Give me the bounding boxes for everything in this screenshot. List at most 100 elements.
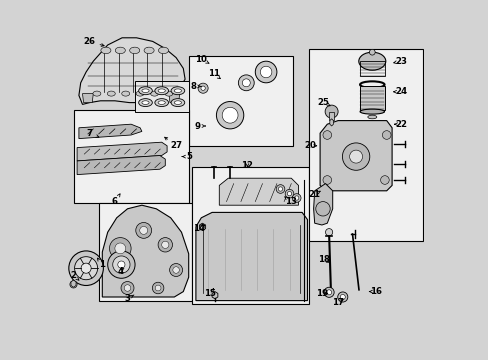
Circle shape [382, 131, 390, 139]
Circle shape [115, 243, 125, 254]
Polygon shape [79, 124, 142, 139]
Circle shape [322, 131, 331, 139]
Circle shape [260, 66, 271, 78]
Ellipse shape [174, 89, 181, 93]
Text: 22: 22 [394, 120, 407, 129]
Polygon shape [196, 212, 307, 301]
Text: 9: 9 [194, 122, 200, 131]
Ellipse shape [129, 47, 140, 54]
Text: 19: 19 [315, 289, 327, 298]
Ellipse shape [158, 101, 165, 104]
Circle shape [315, 202, 329, 216]
Circle shape [292, 194, 301, 202]
Text: 1: 1 [99, 260, 105, 269]
Circle shape [124, 285, 130, 291]
Ellipse shape [358, 52, 385, 70]
Polygon shape [79, 38, 185, 104]
Circle shape [337, 292, 347, 302]
Bar [309, 49, 422, 241]
Circle shape [242, 79, 250, 87]
Polygon shape [328, 112, 333, 120]
Bar [188, 56, 292, 146]
Bar [73, 110, 188, 203]
Bar [359, 61, 384, 76]
Circle shape [294, 196, 298, 200]
Text: 24: 24 [394, 87, 407, 96]
Text: 14: 14 [193, 224, 205, 233]
Circle shape [340, 294, 345, 300]
Circle shape [113, 256, 130, 273]
Text: 16: 16 [369, 287, 381, 296]
Ellipse shape [158, 47, 168, 54]
Text: 18: 18 [317, 255, 329, 264]
Circle shape [118, 261, 125, 268]
Ellipse shape [171, 99, 184, 107]
Circle shape [342, 143, 369, 170]
Circle shape [81, 263, 91, 273]
Circle shape [276, 185, 284, 193]
Text: 15: 15 [204, 289, 216, 298]
Circle shape [69, 251, 103, 285]
Ellipse shape [136, 91, 144, 96]
Text: 23: 23 [394, 57, 407, 66]
Text: 7: 7 [86, 129, 93, 138]
Circle shape [285, 189, 293, 198]
Ellipse shape [93, 91, 101, 96]
Ellipse shape [115, 47, 125, 54]
Bar [359, 86, 384, 110]
Circle shape [325, 105, 337, 118]
Ellipse shape [144, 47, 154, 54]
Text: 25: 25 [317, 98, 329, 107]
Ellipse shape [174, 101, 181, 104]
Circle shape [200, 225, 204, 229]
Ellipse shape [359, 109, 384, 114]
Circle shape [70, 281, 77, 288]
Circle shape [121, 282, 134, 294]
Ellipse shape [107, 91, 115, 96]
Polygon shape [102, 205, 188, 297]
Circle shape [368, 49, 374, 55]
Polygon shape [320, 121, 391, 191]
Polygon shape [219, 178, 298, 205]
Circle shape [169, 264, 182, 276]
Text: 8: 8 [190, 82, 196, 91]
Polygon shape [212, 292, 218, 299]
Ellipse shape [155, 99, 168, 107]
Text: 2: 2 [70, 271, 76, 280]
Text: 27: 27 [170, 141, 182, 150]
Ellipse shape [139, 87, 152, 95]
Text: 21: 21 [308, 190, 320, 199]
Circle shape [162, 241, 168, 248]
Text: 26: 26 [83, 37, 95, 46]
Circle shape [198, 83, 208, 93]
Circle shape [238, 75, 254, 91]
Circle shape [325, 229, 332, 236]
Circle shape [107, 251, 135, 278]
Circle shape [326, 290, 331, 295]
Circle shape [75, 257, 98, 280]
Circle shape [172, 267, 179, 273]
Circle shape [152, 282, 163, 294]
Polygon shape [168, 94, 179, 103]
Polygon shape [199, 223, 205, 230]
Ellipse shape [158, 89, 165, 93]
Ellipse shape [139, 99, 152, 107]
Circle shape [216, 102, 244, 129]
Text: 11: 11 [207, 69, 220, 78]
Ellipse shape [171, 87, 184, 95]
Circle shape [349, 150, 362, 163]
Circle shape [322, 176, 331, 184]
Ellipse shape [101, 47, 111, 54]
Ellipse shape [142, 101, 149, 104]
Ellipse shape [164, 91, 172, 96]
Polygon shape [77, 142, 167, 161]
Ellipse shape [150, 91, 158, 96]
Circle shape [222, 107, 238, 123]
Circle shape [201, 86, 205, 90]
Circle shape [109, 238, 131, 259]
Text: 20: 20 [304, 141, 316, 150]
Circle shape [158, 238, 172, 252]
Ellipse shape [367, 115, 376, 119]
Polygon shape [329, 119, 333, 126]
Bar [134, 81, 188, 112]
